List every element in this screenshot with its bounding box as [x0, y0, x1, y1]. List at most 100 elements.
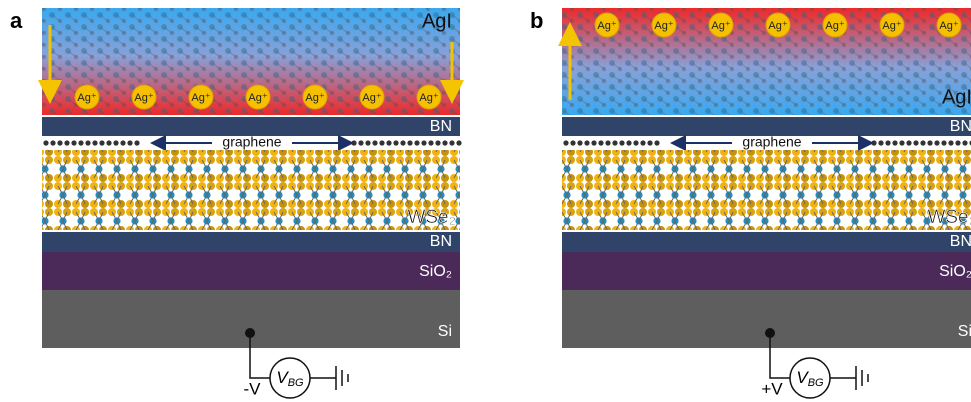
graphene-atom — [92, 140, 97, 145]
graphene-atom — [591, 140, 596, 145]
graphene-atom — [50, 140, 55, 145]
graphene-atom — [456, 140, 461, 145]
ag-ion-label: Ag⁺ — [362, 92, 381, 104]
graphene-atom — [442, 140, 447, 145]
graphene-atom — [78, 140, 83, 145]
graphene-atom — [941, 140, 946, 145]
graphene-atom — [421, 140, 426, 145]
graphene-atom — [640, 140, 645, 145]
graphene-atom — [435, 140, 440, 145]
ag-ion-label: Ag⁺ — [77, 92, 96, 104]
graphene-atom — [400, 140, 405, 145]
graphene-atom — [570, 140, 575, 145]
si-label: Si — [438, 323, 452, 340]
sio2-label: SiO₂ — [939, 263, 971, 280]
agi-label: AgI — [942, 86, 971, 108]
graphene-atom — [948, 140, 953, 145]
graphene-atom — [927, 140, 932, 145]
graphene-atom — [598, 140, 603, 145]
bn-bottom-layer — [562, 232, 971, 252]
graphene-atom — [955, 140, 960, 145]
ag-ion-label: Ag⁺ — [597, 20, 616, 32]
graphene-atom — [414, 140, 419, 145]
ag-ion-label: Ag⁺ — [882, 20, 901, 32]
vbg-subscript: BG — [808, 377, 824, 389]
graphene-atom — [365, 140, 370, 145]
ground — [856, 366, 868, 390]
panel: bAgIAg⁺Ag⁺Ag⁺Ag⁺Ag⁺Ag⁺Ag⁺BNgrapheneWSe₂B… — [530, 8, 971, 399]
panel-label: a — [10, 8, 23, 33]
graphene-atom — [407, 140, 412, 145]
sio2-layer — [42, 252, 460, 290]
ag-ion-label: Ag⁺ — [768, 20, 787, 32]
graphene-atom — [563, 140, 568, 145]
graphene-atom — [962, 140, 967, 145]
graphene-atom — [57, 140, 62, 145]
graphene-atom — [386, 140, 391, 145]
graphene-atom — [584, 140, 589, 145]
bias-label: +V — [761, 379, 783, 398]
bias-label: -V — [244, 379, 262, 398]
sio2-label: SiO₂ — [419, 263, 452, 280]
graphene-atom — [885, 140, 890, 145]
graphene-atom — [605, 140, 610, 145]
graphene-atom — [372, 140, 377, 145]
bn-bottom-label: BN — [950, 233, 971, 250]
ag-ion-label: Ag⁺ — [825, 20, 844, 32]
graphene-atom — [358, 140, 363, 145]
bn-top-label: BN — [430, 118, 452, 135]
graphene-atom — [127, 140, 132, 145]
graphene-atom — [351, 140, 356, 145]
graphene-atom — [906, 140, 911, 145]
figure: a AgI Ag⁺ Ag⁺ Ag⁺ Ag⁺ Ag⁺ Ag⁺ Ag⁺ BN graphene WSe₂ B… — [0, 0, 971, 402]
graphene-atom — [99, 140, 104, 145]
bn-top-label: BN — [950, 118, 971, 135]
graphene-atom — [393, 140, 398, 145]
si-label: Si — [958, 323, 971, 340]
si-layer — [562, 290, 971, 348]
vbg-subscript: BG — [288, 377, 304, 389]
graphene-atom — [913, 140, 918, 145]
ag-ion-label: Ag⁺ — [711, 20, 730, 32]
graphene-atom — [654, 140, 659, 145]
bn-bottom-layer — [42, 232, 460, 252]
si-layer — [42, 290, 460, 348]
graphene-atom — [449, 140, 454, 145]
graphene-atom — [64, 140, 69, 145]
graphene-atom — [892, 140, 897, 145]
graphene-atom — [619, 140, 624, 145]
ag-ion-label: Ag⁺ — [654, 20, 673, 32]
graphene-atom — [899, 140, 904, 145]
wse2-label: WSe₂ — [927, 207, 971, 228]
graphene-atom — [85, 140, 90, 145]
graphene-atom — [934, 140, 939, 145]
ag-ion-label: Ag⁺ — [419, 92, 438, 104]
ground — [336, 366, 348, 390]
ag-ion-label: Ag⁺ — [248, 92, 267, 104]
graphene-atom — [428, 140, 433, 145]
graphene-atom — [134, 140, 139, 145]
graphene-atom — [626, 140, 631, 145]
wse2-label: WSe₂ — [407, 207, 456, 228]
graphene-atom — [920, 140, 925, 145]
graphene-atom — [612, 140, 617, 145]
panel-label: b — [530, 8, 543, 33]
wse2-layer — [562, 150, 971, 230]
graphene-atom — [379, 140, 384, 145]
bn-bottom-label: BN — [430, 233, 452, 250]
graphene-label: graphene — [222, 134, 281, 150]
graphene-atom — [878, 140, 883, 145]
graphene-atom — [106, 140, 111, 145]
sio2-layer — [562, 252, 971, 290]
graphene-atom — [633, 140, 638, 145]
graphene-atom — [43, 140, 48, 145]
wse2-layer — [42, 150, 460, 230]
ag-ion-label: Ag⁺ — [939, 20, 958, 32]
graphene-atom — [871, 140, 876, 145]
ag-ion-label: Ag⁺ — [191, 92, 210, 104]
graphene-atom — [647, 140, 652, 145]
graphene-atom — [71, 140, 76, 145]
graphene-atom — [113, 140, 118, 145]
ag-ion-label: Ag⁺ — [305, 92, 324, 104]
ag-ion-label: Ag⁺ — [134, 92, 153, 104]
